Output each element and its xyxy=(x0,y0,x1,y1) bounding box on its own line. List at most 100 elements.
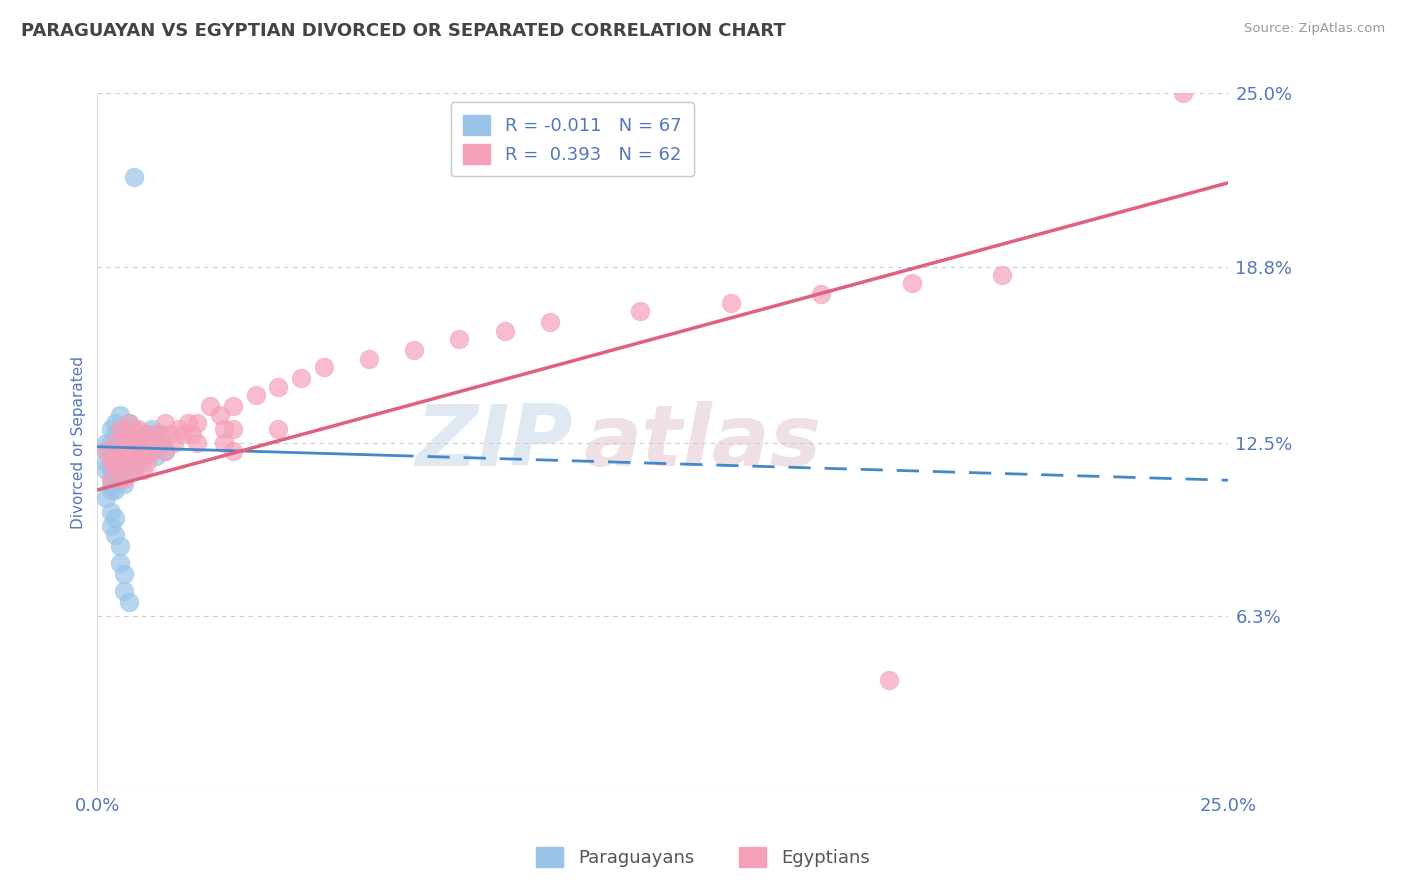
Text: Source: ZipAtlas.com: Source: ZipAtlas.com xyxy=(1244,22,1385,36)
Point xyxy=(104,435,127,450)
Point xyxy=(136,435,159,450)
Point xyxy=(114,444,136,458)
Point xyxy=(141,444,163,458)
Point xyxy=(290,371,312,385)
Y-axis label: Divorced or Separated: Divorced or Separated xyxy=(72,356,86,529)
Point xyxy=(200,399,222,413)
Point xyxy=(108,455,131,469)
Point xyxy=(108,463,131,477)
Point xyxy=(127,455,149,469)
Point xyxy=(100,483,122,497)
Point xyxy=(222,444,245,458)
Point xyxy=(108,463,131,477)
Point xyxy=(122,427,145,442)
Point xyxy=(96,455,118,469)
Legend: Paraguayans, Egyptians: Paraguayans, Egyptians xyxy=(529,839,877,874)
Point xyxy=(494,324,516,338)
Point xyxy=(104,463,127,477)
Point xyxy=(108,556,131,570)
Point xyxy=(108,444,131,458)
Point xyxy=(177,416,200,430)
Point xyxy=(267,421,290,435)
Point xyxy=(118,416,141,430)
Point xyxy=(1171,87,1194,101)
Point xyxy=(181,427,204,442)
Point xyxy=(212,435,235,450)
Point xyxy=(149,435,172,450)
Point xyxy=(100,455,122,469)
Point xyxy=(538,315,561,329)
Point xyxy=(127,444,149,458)
Point xyxy=(108,539,131,553)
Point xyxy=(104,416,127,430)
Point xyxy=(122,463,145,477)
Point xyxy=(96,444,118,458)
Point xyxy=(131,450,153,464)
Point xyxy=(136,427,159,442)
Point xyxy=(810,287,832,301)
Point xyxy=(118,427,141,442)
Point xyxy=(149,427,172,442)
Point xyxy=(131,450,153,464)
Point xyxy=(100,472,122,486)
Point xyxy=(114,455,136,469)
Point xyxy=(145,435,167,450)
Point xyxy=(114,427,136,442)
Point xyxy=(100,444,122,458)
Point xyxy=(131,435,153,450)
Point xyxy=(131,427,153,442)
Point xyxy=(900,277,922,291)
Point xyxy=(145,427,167,442)
Point xyxy=(212,421,235,435)
Point xyxy=(108,421,131,435)
Point xyxy=(628,304,651,318)
Text: PARAGUAYAN VS EGYPTIAN DIVORCED OR SEPARATED CORRELATION CHART: PARAGUAYAN VS EGYPTIAN DIVORCED OR SEPAR… xyxy=(21,22,786,40)
Point xyxy=(222,421,245,435)
Point xyxy=(172,427,194,442)
Point xyxy=(449,332,471,346)
Point xyxy=(163,435,186,450)
Point xyxy=(104,483,127,497)
Point xyxy=(141,421,163,435)
Point xyxy=(122,435,145,450)
Point xyxy=(100,421,122,435)
Point xyxy=(104,511,127,525)
Text: ZIP: ZIP xyxy=(415,401,572,484)
Legend: R = -0.011   N = 67, R =  0.393   N = 62: R = -0.011 N = 67, R = 0.393 N = 62 xyxy=(451,103,695,177)
Point xyxy=(104,455,127,469)
Point xyxy=(96,463,118,477)
Point xyxy=(186,435,208,450)
Point xyxy=(159,427,181,442)
Point xyxy=(114,566,136,581)
Point xyxy=(877,673,900,687)
Point xyxy=(114,427,136,442)
Point xyxy=(104,472,127,486)
Point xyxy=(114,435,136,450)
Point xyxy=(108,472,131,486)
Point xyxy=(118,435,141,450)
Point xyxy=(127,444,149,458)
Point xyxy=(104,455,127,469)
Point xyxy=(131,463,153,477)
Point xyxy=(122,170,145,185)
Point xyxy=(114,450,136,464)
Point xyxy=(108,427,131,442)
Point xyxy=(267,379,290,393)
Point xyxy=(108,444,131,458)
Point xyxy=(114,421,136,435)
Point xyxy=(122,444,145,458)
Point xyxy=(104,435,127,450)
Point xyxy=(114,463,136,477)
Point xyxy=(96,444,118,458)
Point xyxy=(104,527,127,541)
Point xyxy=(357,351,380,366)
Point xyxy=(96,435,118,450)
Point xyxy=(122,421,145,435)
Point xyxy=(100,505,122,519)
Point xyxy=(122,463,145,477)
Point xyxy=(108,435,131,450)
Point xyxy=(118,416,141,430)
Point xyxy=(114,472,136,486)
Point xyxy=(127,427,149,442)
Point xyxy=(114,583,136,598)
